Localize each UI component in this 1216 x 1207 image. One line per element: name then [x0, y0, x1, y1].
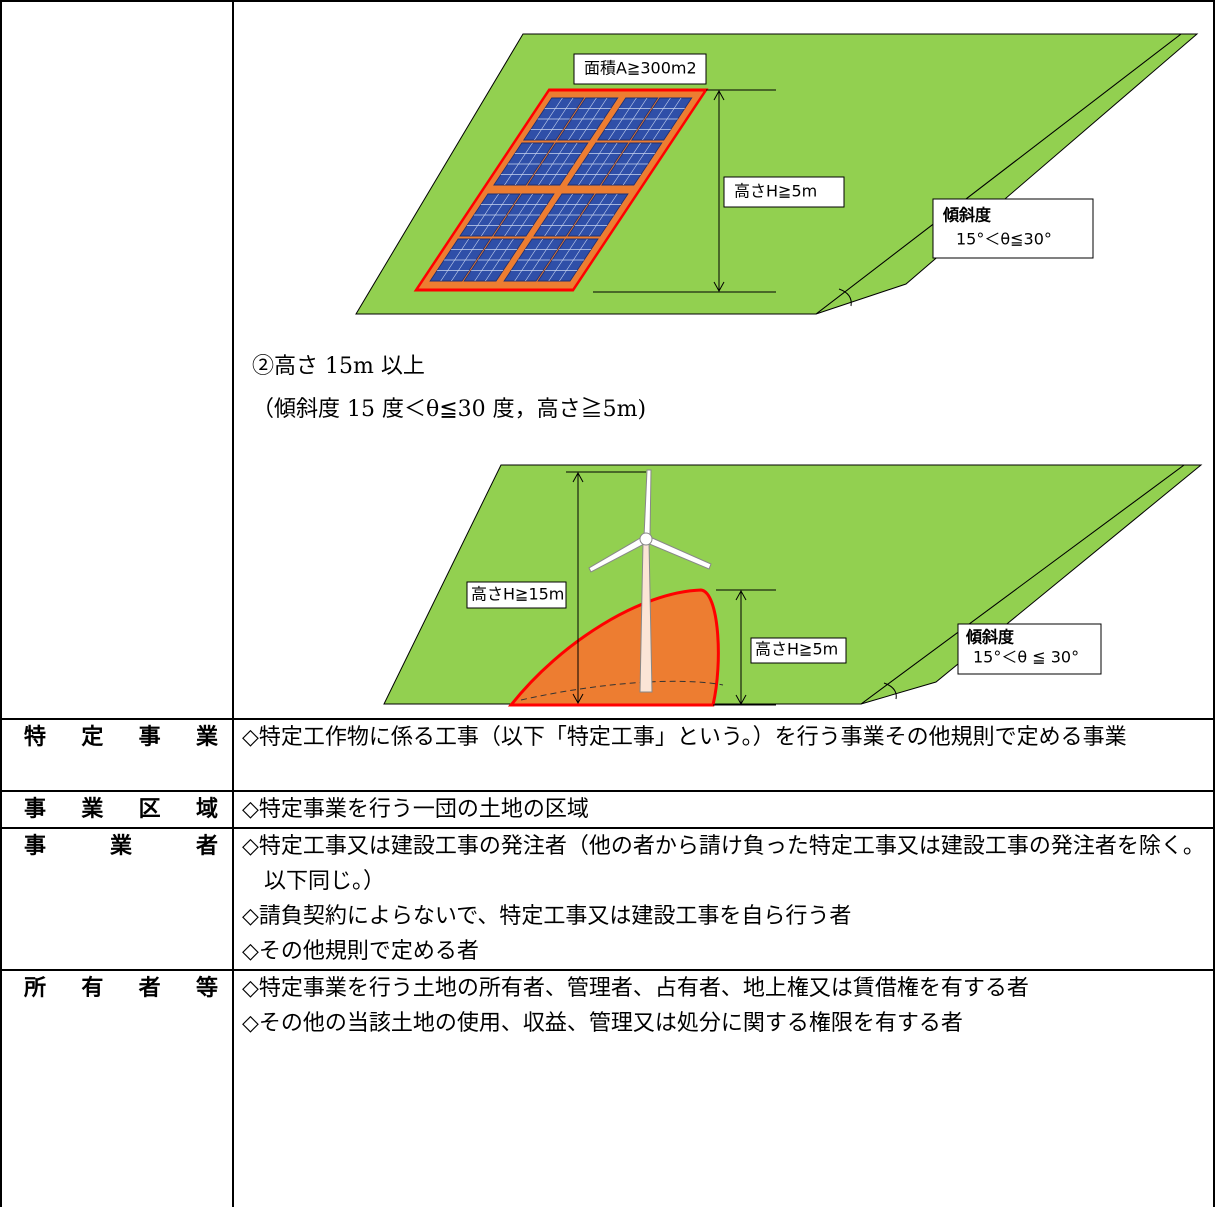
slope-title: 傾斜度	[965, 628, 1015, 647]
term: 事業区域	[0, 790, 234, 829]
blank-cell	[0, 0, 234, 720]
angle-arc	[838, 288, 852, 307]
tower-height-label: 高さH≧15m	[471, 585, 564, 604]
table-row: 事業区域 ◇特定事業を行う一団の土地の区域	[0, 790, 1215, 829]
figures: 面積A≧300m2 高さH≧5m 傾斜度 15°＜θ≦30° 高さH≧15m 高…	[355, 33, 1203, 707]
term: 事業者	[0, 827, 234, 971]
table-row: 所有者等 ◇特定事業を行う土地の所有者、管理者、占有者、地上権又は賃借権を有する者…	[0, 969, 1215, 1207]
definition-item: ◇その他の当該土地の使用、収益、管理又は処分に関する権限を有する者	[242, 1011, 963, 1036]
caption-line: ②高さ 15m 以上	[252, 354, 425, 379]
definition-item: ◇その他規則で定める者	[242, 939, 479, 964]
slope-range: 15°＜θ ≦ 30°	[973, 648, 1079, 667]
arrow-head	[735, 589, 747, 706]
definition: ◇特定事業を行う土地の所有者、管理者、占有者、地上権又は賃借権を有する者 ◇その他…	[232, 969, 1215, 1207]
angle-arc	[883, 682, 897, 700]
slope-range: 15°＜θ≦30°	[956, 230, 1052, 249]
area-label: 面積A≧300m2	[584, 59, 697, 78]
definition-item: ◇特定事業を行う土地の所有者、管理者、占有者、地上権又は賃借権を有する者	[242, 976, 1029, 1001]
label-box	[723, 176, 845, 208]
arrow-head	[572, 471, 584, 705]
table-row: 特定事業 ◇特定工作物に係る工事（以下「特定工事」という。）を行う事業その他規則で…	[0, 718, 1215, 792]
affected-area	[507, 588, 720, 707]
caption-line: （傾斜度 15 度＜θ≦30 度，高さ≧5m)	[252, 397, 647, 422]
term: 所有者等	[0, 969, 234, 1207]
slope-title: 傾斜度	[942, 206, 992, 225]
label-box	[466, 581, 567, 609]
hub	[639, 532, 653, 546]
solar-diagram: 面積A≧300m2 高さH≧5m 傾斜度 15°＜θ≦30°	[355, 33, 1199, 315]
turbine-diagram: 高さH≧15m 高さH≧5m 傾斜度 15°＜θ ≦ 30°	[383, 464, 1203, 707]
definition-item: ◇特定事業を行う一団の土地の区域	[242, 797, 589, 822]
figure-cell: 面積A≧300m2 高さH≧5m 傾斜度 15°＜θ≦30° 高さH≧15m 高…	[232, 0, 1215, 720]
table-row: 事業者 ◇特定工事又は建設工事の発注者（他の者から請け負った特定工事又は建設工事の…	[0, 827, 1215, 971]
definition: ◇特定工事又は建設工事の発注者（他の者から請け負った特定工事又は建設工事の発注者…	[232, 827, 1215, 971]
label-box	[957, 623, 1102, 675]
height-label: 高さH≧5m	[755, 640, 838, 659]
arrow-head	[713, 89, 725, 293]
panel-area	[413, 88, 709, 292]
definition-item: ◇特定工作物に係る工事（以下「特定工事」という。）を行う事業その他規則で定める事…	[242, 725, 1127, 750]
term: 特定事業	[0, 718, 234, 792]
height-label: 高さH≧5m	[734, 182, 817, 201]
definition-item: ◇請負契約によらないで、特定工事又は建設工事を自ら行う者	[242, 904, 852, 929]
definition-item: ◇特定工事又は建設工事の発注者（他の者から請け負った特定工事又は建設工事の発注者…	[242, 834, 1205, 894]
definition: ◇特定事業を行う一団の土地の区域	[232, 790, 1215, 829]
label-box	[573, 53, 707, 85]
label-box	[750, 637, 847, 664]
definition: ◇特定工作物に係る工事（以下「特定工事」という。）を行う事業その他規則で定める事…	[232, 718, 1215, 792]
label-box	[932, 198, 1094, 259]
